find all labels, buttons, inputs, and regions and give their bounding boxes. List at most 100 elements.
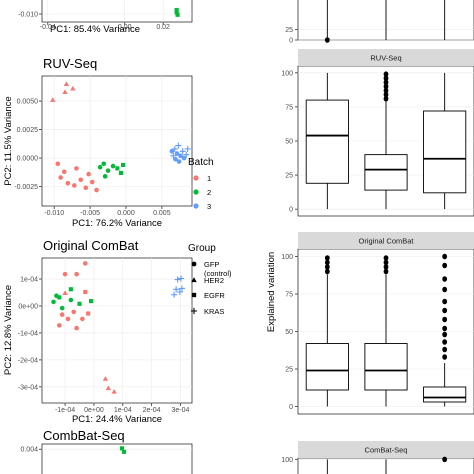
y-tick-label: -3e-04 [18,384,38,391]
data-point [68,297,74,303]
y-axis-label: PC2: 12.8% Variance [3,285,14,375]
data-point [105,168,111,173]
x-tick-label: -0.005 [80,210,100,217]
x-axis-label: PC1: 24.4% Variance [72,414,162,425]
x-tick-label: -1e-04 [55,407,75,414]
data-point [101,161,107,167]
plot-frame [41,443,193,474]
data-point [111,389,117,394]
box-outlier [442,276,448,282]
data-point [173,286,180,293]
box-outlier [383,91,389,98]
legend-batch-swatch [193,189,199,195]
y-tick-label: 0 [289,38,293,45]
box-outlier [383,83,389,90]
data-point [183,151,190,158]
box-outlier [324,264,330,270]
x-tick-label: 0.00 [118,24,132,31]
data-point [102,174,108,179]
box-outlier [442,298,448,305]
data-point [59,312,65,317]
legend-group-swatch [190,307,198,315]
box-iqr [305,343,349,391]
box-outlier [442,346,448,353]
box-outlier [442,456,448,463]
data-point [174,7,179,13]
box-outlier [442,307,448,314]
legend-group-swatch [191,261,197,267]
y-tick-label: 0.0000 [17,156,39,163]
box-outlier [383,87,389,94]
data-point [55,161,61,167]
y-tick-label: -1e-04 [18,330,38,337]
legend-batch-label: 1 [207,174,211,183]
box-outlier [383,95,389,102]
box-outlier [383,264,389,270]
y-tick-label: 25 [285,173,293,180]
data-point [86,311,91,316]
x-tick-label: -0.010 [44,210,64,217]
data-point [171,291,178,298]
data-point [83,289,88,295]
y-tick-label: 0 [289,207,293,214]
facet-strip-label: Original ComBat [358,237,414,246]
x-axis-label: PC1: 85.4% Variance [50,24,140,35]
pca-panel-1: 0.0050 0.0025 0.0000 -0.0025 -0.010 -0.005 0.0… [3,56,193,229]
box-panel-4: 0 25 [285,0,474,45]
legend-group-label: GFP [204,260,219,269]
box-iqr [364,343,408,391]
y-tick-label: 0.0025 [17,127,39,134]
data-point [74,325,79,331]
panel-title: CombBat-Seq [43,428,125,443]
y-tick-label: 75 [285,104,293,111]
data-point [61,169,67,175]
data-point [65,316,71,322]
x-tick-label: 0.005 [153,210,171,217]
box-iqr [305,99,349,184]
data-point [181,155,187,161]
plot-frame [41,257,193,404]
box-outlier [442,325,448,332]
legend-group-swatch [191,292,197,298]
box-outlier [324,255,330,261]
y-tick-label: 0.004 [20,447,38,454]
data-point [71,309,77,315]
box-outlier [442,286,448,293]
data-point [115,166,120,171]
y-tick-label: 50 [285,139,293,146]
data-point [178,153,183,159]
data-point [83,185,89,191]
legend-group-label: HER2 [204,276,224,285]
right-ylabel: Explained variation [266,252,277,332]
data-point [51,299,56,305]
x-tick-label: 0e+00 [84,407,104,414]
data-point [118,170,124,175]
data-point [121,449,127,454]
x-tick-label: -0.04 [40,24,56,31]
data-point [82,261,88,266]
box-outlier [383,75,389,82]
x-tick-label: 0.000 [117,210,135,217]
plot-frame [41,0,193,23]
data-point [173,156,178,162]
x-tick-label: 1e-04 [114,407,132,414]
data-point [176,159,182,164]
legend-group-label: EGFR [204,291,225,300]
box-panel-7: ComBat-Seq 100 [281,441,474,474]
box-outlier [383,259,389,266]
data-point [86,171,91,177]
data-point [74,271,79,277]
data-point [65,180,71,186]
panel-title: RUV-Seq [43,56,97,71]
data-point [174,276,181,283]
y-tick-label: 100 [281,457,293,464]
data-point [97,164,103,170]
data-point [94,187,99,193]
data-point [105,385,111,391]
data-point [121,162,126,168]
y-tick-label: 25 [285,27,293,34]
data-point [74,166,79,171]
facet-strip-label: ComBat-Seq [365,446,408,455]
data-point [62,271,68,277]
